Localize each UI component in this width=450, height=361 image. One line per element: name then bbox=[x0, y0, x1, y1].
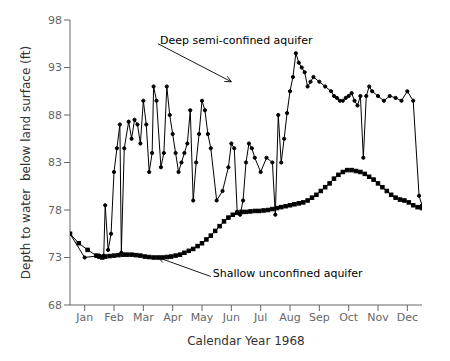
svg-text:Deep semi-confined aquifer: Deep semi-confined aquifer bbox=[160, 34, 313, 47]
svg-text:Mar: Mar bbox=[133, 311, 154, 324]
svg-text:May: May bbox=[191, 311, 214, 324]
svg-text:Shallow unconfined aquifer: Shallow unconfined aquifer bbox=[213, 267, 363, 280]
svg-text:Nov: Nov bbox=[367, 311, 389, 324]
svg-text:Dec: Dec bbox=[397, 311, 418, 324]
svg-text:Jun: Jun bbox=[222, 311, 240, 324]
svg-text:98: 98 bbox=[48, 14, 62, 27]
svg-text:93: 93 bbox=[48, 61, 62, 74]
svg-text:Calendar Year 1968: Calendar Year 1968 bbox=[187, 334, 305, 348]
svg-text:Aug: Aug bbox=[279, 311, 300, 324]
svg-text:88: 88 bbox=[48, 109, 62, 122]
svg-text:Apr: Apr bbox=[163, 311, 183, 324]
svg-text:Oct: Oct bbox=[339, 311, 359, 324]
svg-text:Jul: Jul bbox=[253, 311, 267, 324]
svg-text:Jan: Jan bbox=[75, 311, 93, 324]
svg-text:83: 83 bbox=[48, 156, 62, 169]
svg-text:78: 78 bbox=[48, 204, 62, 217]
svg-text:68: 68 bbox=[48, 299, 62, 312]
svg-text:Feb: Feb bbox=[104, 311, 123, 324]
svg-text:Sep: Sep bbox=[309, 311, 330, 324]
svg-text:Depth to water below land sur: Depth to water below land surface (ft) bbox=[19, 46, 33, 279]
svg-text:73: 73 bbox=[48, 251, 62, 264]
